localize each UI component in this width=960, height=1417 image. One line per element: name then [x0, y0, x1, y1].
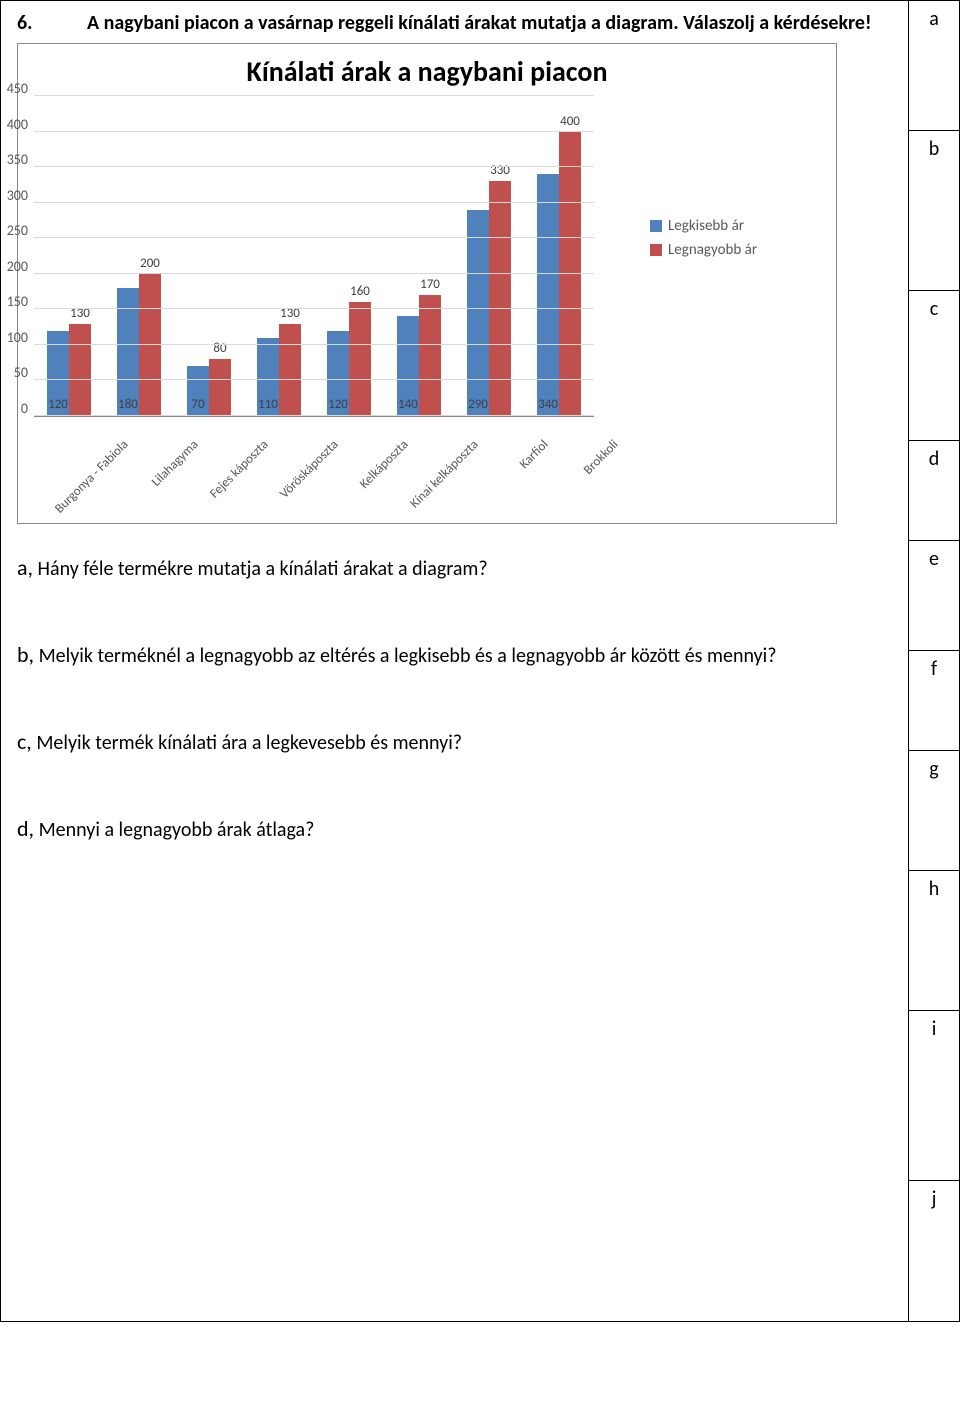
- bar-max: 130: [279, 324, 301, 416]
- bar-value-label: 120: [327, 397, 349, 412]
- bar-value-label: 70: [187, 397, 209, 412]
- legend-label: Legkisebb ár: [668, 217, 744, 235]
- chart-title: Kínálati árak a nagybani piacon: [28, 54, 826, 89]
- question-c-letter: c,: [17, 728, 32, 755]
- gridline: [34, 379, 594, 380]
- question-c: c, Melyik termék kínálati ára a legkeves…: [17, 728, 892, 755]
- gridline: [34, 308, 594, 309]
- bar-max: 330: [489, 181, 511, 416]
- side-column: abcdefghij: [909, 1, 959, 1321]
- legend: Legkisebb ár Legnagyobb ár: [650, 217, 757, 265]
- side-cell: b: [909, 131, 959, 291]
- gridline: [34, 95, 594, 96]
- bar-min: 140: [397, 316, 419, 416]
- bar-value-label: 290: [467, 397, 489, 412]
- gridline: [34, 131, 594, 132]
- question-a-letter: a,: [17, 554, 33, 581]
- question-d: d, Mennyi a legnagyobb árak átlaga?: [17, 815, 892, 842]
- bar-value-label: 110: [257, 397, 279, 412]
- legend-label: Legnagyobb ár: [668, 241, 757, 259]
- bar-value-label: 140: [397, 397, 419, 412]
- gridline: [34, 344, 594, 345]
- question-a-text: Hány féle termékre mutatja a kínálati ár…: [33, 557, 488, 581]
- legend-swatch-icon: [650, 244, 662, 256]
- plot-area: 1201301802007080110130120160140170290330…: [34, 97, 594, 417]
- bar-max: 80: [209, 359, 231, 416]
- bar-group: 140170: [389, 295, 449, 416]
- bar-max: 200: [139, 274, 161, 416]
- plot-column: 1201301802007080110130120160140170290330…: [34, 97, 630, 513]
- question-a: a, Hány féle termékre mutatja a kínálati…: [17, 554, 892, 581]
- bar-group: 7080: [179, 359, 239, 416]
- side-cell: f: [909, 651, 959, 751]
- bar-max: 400: [559, 132, 581, 416]
- question-d-letter: d,: [17, 815, 34, 842]
- question-b-text: Melyik terméknél a legnagyobb az eltérés…: [34, 644, 776, 668]
- chart-body: 450400350300250200150100500 120130180200…: [28, 97, 826, 513]
- gridline: [34, 166, 594, 167]
- side-cell: i: [909, 1011, 959, 1181]
- question-b: b, Melyik terméknél a legnagyobb az elté…: [17, 641, 892, 668]
- x-axis-label: Brokkoli: [583, 423, 689, 529]
- bar-value-label: 200: [139, 256, 161, 271]
- gridline: [34, 415, 594, 416]
- question-text: A nagybani piacon a vasárnap reggeli kín…: [87, 11, 872, 35]
- side-cell: d: [909, 441, 959, 541]
- bar-max: 130: [69, 324, 91, 416]
- side-cell: h: [909, 871, 959, 1011]
- chart-container: Kínálati árak a nagybani piacon 45040035…: [17, 43, 837, 524]
- side-cell: c: [909, 291, 959, 441]
- bar-min: 110: [257, 338, 279, 416]
- bar-min: 290: [467, 210, 489, 416]
- bar-value-label: 340: [537, 397, 559, 412]
- question-b-letter: b,: [17, 641, 34, 668]
- gridline: [34, 202, 594, 203]
- question-d-text: Mennyi a legnagyobb árak átlaga?: [34, 818, 314, 842]
- question-number: 6.: [17, 11, 57, 35]
- x-axis: Burgonya - FabiolaLilahagymaFejes káposz…: [70, 423, 630, 513]
- bar-value-label: 180: [117, 397, 139, 412]
- bar-value-label: 160: [349, 284, 371, 299]
- side-cell: g: [909, 751, 959, 871]
- legend-item: Legkisebb ár: [650, 217, 757, 235]
- bars-layer: 1201301802007080110130120160140170290330…: [34, 97, 594, 416]
- bar-group: 180200: [109, 274, 169, 416]
- legend-swatch-icon: [650, 220, 662, 232]
- bar-group: 120160: [319, 302, 379, 416]
- question-header: 6. A nagybani piacon a vasárnap reggeli …: [17, 11, 892, 35]
- bar-max: 160: [349, 302, 371, 416]
- bar-value-label: 120: [47, 397, 69, 412]
- legend-item: Legnagyobb ár: [650, 241, 757, 259]
- bar-group: 110130: [249, 324, 309, 416]
- gridline: [34, 237, 594, 238]
- side-cell: j: [909, 1181, 959, 1321]
- bar-value-label: 170: [419, 277, 441, 292]
- page: 6. A nagybani piacon a vasárnap reggeli …: [0, 0, 960, 1322]
- bar-group: 290330: [459, 181, 519, 416]
- bar-group: 120130: [39, 324, 99, 416]
- bar-max: 170: [419, 295, 441, 416]
- side-cell: a: [909, 1, 959, 131]
- side-cell: e: [909, 541, 959, 651]
- gridline: [34, 273, 594, 274]
- question-c-text: Melyik termék kínálati ára a legkevesebb…: [32, 731, 462, 755]
- plot-wrap: 450400350300250200150100500 120130180200…: [28, 97, 630, 513]
- bar-min: 70: [187, 366, 209, 416]
- bar-min: 180: [117, 288, 139, 416]
- bar-value-label: 400: [559, 114, 581, 129]
- bar-group: 340400: [529, 132, 589, 416]
- main-column: 6. A nagybani piacon a vasárnap reggeli …: [1, 1, 909, 1321]
